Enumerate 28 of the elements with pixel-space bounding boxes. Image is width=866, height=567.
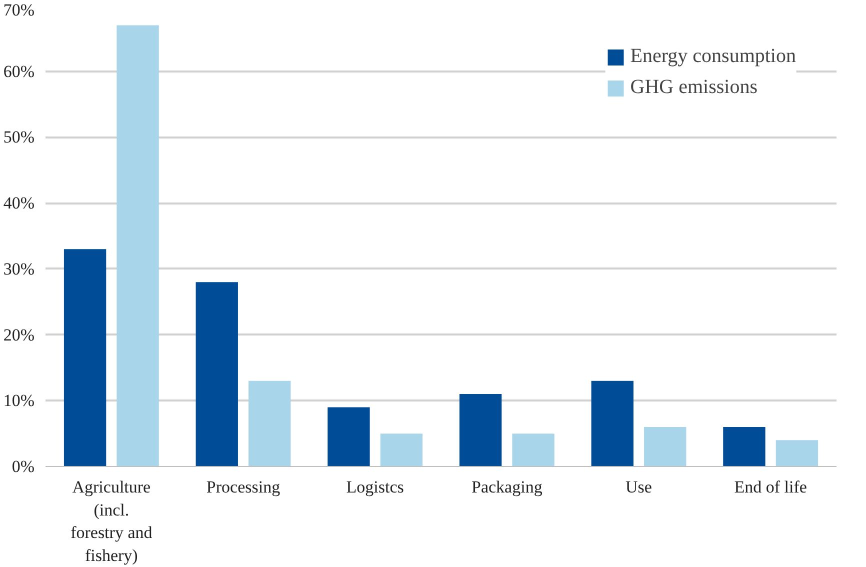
bar [512,434,554,466]
bar [776,440,818,466]
y-tick-label: 70% [3,0,35,20]
y-tick-label: 30% [3,259,35,278]
y-tick-label: 60% [3,62,35,81]
y-tick-label: 20% [3,325,35,344]
bar [459,394,502,466]
x-tick-label: Logistcs [346,478,404,496]
x-tick-label: Packaging [472,478,543,496]
bar [64,249,106,466]
bar [644,426,686,466]
x-tick-label: Agriculture (incl. forestry and fishery) [70,478,153,565]
y-tick-label: 10% [3,391,35,410]
x-tick-label: End of life [734,478,807,496]
y-tick-label: 0% [12,457,35,476]
bar [723,426,766,466]
y-tick-label: 40% [3,194,35,213]
x-tick-label: Use [626,478,652,496]
bar [328,407,370,466]
bar [380,434,423,466]
bar [591,380,634,466]
legend-label: GHG emissions [630,76,758,99]
bar [116,25,159,466]
x-tick-label: Processing [206,478,281,496]
y-tick-label: 50% [3,128,35,147]
bar [196,282,238,466]
bar [248,380,291,466]
legend-label: Energy consumption [630,45,796,68]
